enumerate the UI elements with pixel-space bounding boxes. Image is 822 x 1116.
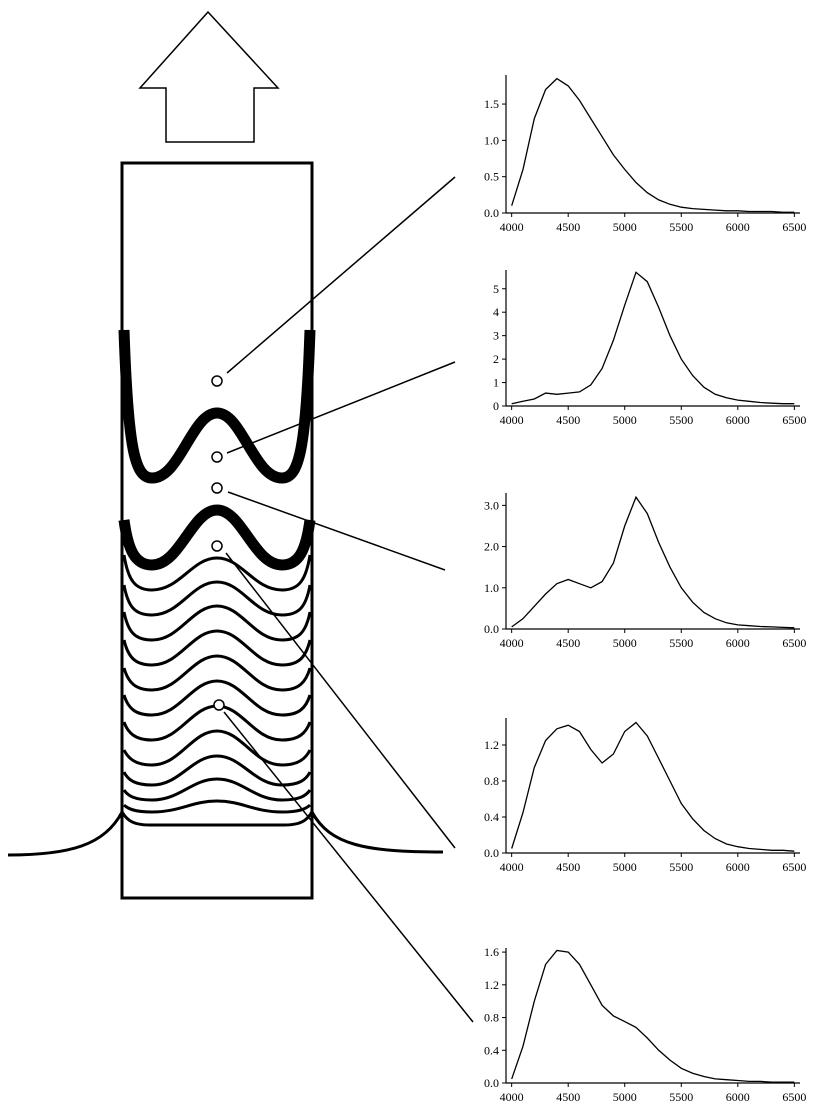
spectrum-chart: 0.0 1.0 2.0 3.0 4000 4500 5000 5500 6000 6500 (484, 493, 806, 650)
spectrum-chart: 0.0 0.4 0.8 1.2 1.6 4000 4500 5000 5500 6000 6500 (484, 945, 806, 1104)
x-tick-label: 6500 (782, 413, 806, 427)
sample-point (211, 451, 223, 463)
x-tick-label: 4500 (556, 636, 580, 650)
sample-point (211, 482, 223, 494)
y-tick-label: 1.0 (484, 133, 499, 147)
x-tick-label: 5000 (613, 220, 637, 234)
x-tick-label: 5000 (613, 860, 637, 874)
x-tick-label: 4500 (556, 413, 580, 427)
y-tick-label: 1 (493, 376, 499, 390)
y-tick-label: 0.4 (484, 810, 499, 824)
y-tick-label: 0.8 (484, 774, 499, 788)
contour (122, 704, 312, 742)
contour (122, 799, 312, 814)
x-tick-label: 5000 (613, 636, 637, 650)
x-tick-label: 6000 (726, 413, 750, 427)
x-tick-label: 5000 (613, 413, 637, 427)
markers (211, 375, 225, 711)
spectrum-line (511, 495, 795, 629)
contour (122, 777, 312, 802)
y-tick-label: 0.0 (484, 206, 499, 220)
y-tick-label: 1.0 (484, 581, 499, 595)
contour (118, 329, 316, 484)
contour (122, 679, 312, 717)
contour (122, 554, 312, 592)
y-tick-label: 5 (493, 282, 499, 296)
y-tick-label: 0.8 (484, 1011, 499, 1025)
x-tick-label: 4500 (556, 860, 580, 874)
x-tick-label: 5500 (669, 413, 693, 427)
connector (225, 552, 456, 849)
spectrum-line (511, 271, 795, 405)
x-tick-label: 6000 (726, 220, 750, 234)
y-tick-label: 0.0 (484, 1076, 499, 1090)
connector (227, 491, 446, 571)
sample-point (213, 699, 225, 711)
y-tick-label: 1.6 (484, 945, 499, 959)
spectrum-chart: 0.0 0.5 1.0 1.5 4000 4500 5000 5500 6000 6500 (484, 75, 806, 234)
spectrum-chart: 0.0 0.4 0.8 1.2 4000 4500 5000 5500 6000 6500 (484, 718, 806, 874)
contour (122, 729, 312, 767)
x-tick-label: 5000 (613, 1090, 637, 1104)
contour (122, 654, 312, 692)
x-tick-label: 4000 (500, 413, 524, 427)
x-tick-label: 4000 (500, 636, 524, 650)
x-tick-label: 4500 (556, 220, 580, 234)
y-tick-label: 0.0 (484, 622, 499, 636)
spectrum-chart: 0 1 2 3 4 5 4000 4500 5000 5500 6000 6500 (493, 270, 806, 427)
y-tick-label: 2.0 (484, 540, 499, 554)
y-tick-label: 1.5 (484, 97, 499, 111)
sample-point (211, 375, 223, 387)
y-tick-label: 0.4 (484, 1043, 499, 1057)
x-tick-label: 6000 (726, 636, 750, 650)
arrow (138, 10, 280, 143)
contour (122, 580, 312, 617)
contour (122, 629, 312, 667)
y-tick-label: 0.0 (484, 846, 499, 860)
connector (226, 176, 456, 374)
y-tick-label: 2 (493, 352, 499, 366)
x-tick-label: 5500 (669, 860, 693, 874)
x-tick-label: 6500 (782, 220, 806, 234)
contour (122, 604, 312, 642)
x-tick-label: 5500 (669, 636, 693, 650)
x-tick-label: 4500 (556, 1090, 580, 1104)
x-tick-label: 5500 (669, 1090, 693, 1104)
x-tick-label: 6500 (782, 636, 806, 650)
y-tick-label: 0 (493, 399, 499, 413)
y-tick-label: 3 (493, 329, 499, 343)
connector (226, 361, 456, 454)
x-tick-label: 4000 (500, 1090, 524, 1104)
spectrum-line (511, 721, 795, 852)
x-tick-label: 4000 (500, 220, 524, 234)
spectrum-line (511, 77, 795, 213)
y-tick-label: 4 (493, 305, 499, 319)
y-tick-label: 1.2 (484, 978, 499, 992)
y-tick-label: 0.5 (484, 170, 499, 184)
x-tick-label: 6000 (726, 860, 750, 874)
y-tick-label: 1.2 (484, 738, 499, 752)
x-tick-label: 6500 (782, 860, 806, 874)
x-tick-label: 5500 (669, 220, 693, 234)
column (120, 161, 314, 900)
x-tick-label: 6000 (726, 1090, 750, 1104)
spectrum-line (511, 949, 795, 1083)
contour (122, 754, 312, 787)
contour (118, 504, 316, 571)
connector (223, 711, 474, 1023)
connectors (223, 176, 474, 1023)
x-tick-label: 4000 (500, 860, 524, 874)
y-tick-label: 3.0 (484, 498, 499, 512)
x-tick-label: 6500 (782, 1090, 806, 1104)
baseline-curve (7, 809, 444, 857)
sample-point (211, 540, 223, 552)
